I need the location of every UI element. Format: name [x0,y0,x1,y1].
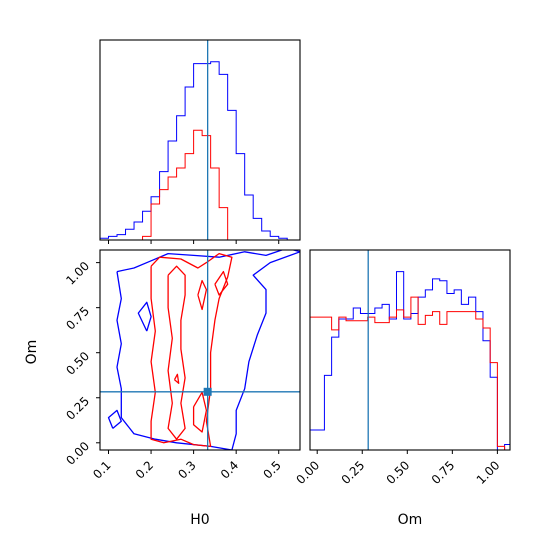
contour-red-4 [150,252,233,448]
contour-red-6 [197,279,208,311]
h0-hist-frame [99,39,301,241]
y-axis-label-om: Om [24,340,40,365]
contour-red-8 [214,270,229,296]
h0-hist-series-2 [100,129,296,241]
h0-histogram-panel [99,39,301,244]
om-y-tick-label-2: 0.25 [63,394,92,423]
joint-frame [99,249,301,451]
contour-blue-1 [116,250,300,450]
om-y-tick-label-4: 0.75 [63,304,92,333]
om-y-tick-label-1: 0.00 [63,439,92,468]
om-tick-label-3: 0.50 [384,458,413,487]
om-hist-frame [309,249,511,451]
h0-tick-label-2: 0.2 [133,458,156,481]
contour-blue-3 [137,301,152,332]
contour-blue-2 [107,409,122,429]
om-tick-label-5: 1.00 [474,458,503,487]
om-tick-label-2: 0.25 [339,458,368,487]
h0-hist-series-1 [99,61,296,241]
om-tick-label-1: 0.00 [294,458,323,487]
om-y-tick-label-3: 0.50 [63,349,92,378]
h0-tick-label-5: 0.5 [260,458,283,481]
om-tick-label-4: 0.75 [429,458,458,487]
om-histogram-panel: 0.00 0.25 0.50 0.75 1.00 [294,249,511,487]
om-hist-series-2 [309,296,510,451]
contour-red-5 [167,265,186,440]
h0-tick-label-1: 0.1 [90,458,113,481]
om-hist-series-1 [309,271,510,451]
h0-tick-label-4: 0.4 [218,458,241,481]
x-axis-label-h0: H0 [190,512,209,528]
contour-red-9 [173,373,180,384]
contour-red-7 [192,391,208,433]
om-y-tick-label-5: 1.00 [63,259,92,288]
contour-layer [107,250,300,450]
truth-marker [203,387,212,396]
h0-om-contour-panel: 0.1 0.2 0.3 0.4 0.5 0.00 0.25 0.50 0.75 1.00 [63,249,301,482]
x-axis-label-om: Om [398,512,423,528]
h0-tick-label-3: 0.3 [175,458,198,481]
